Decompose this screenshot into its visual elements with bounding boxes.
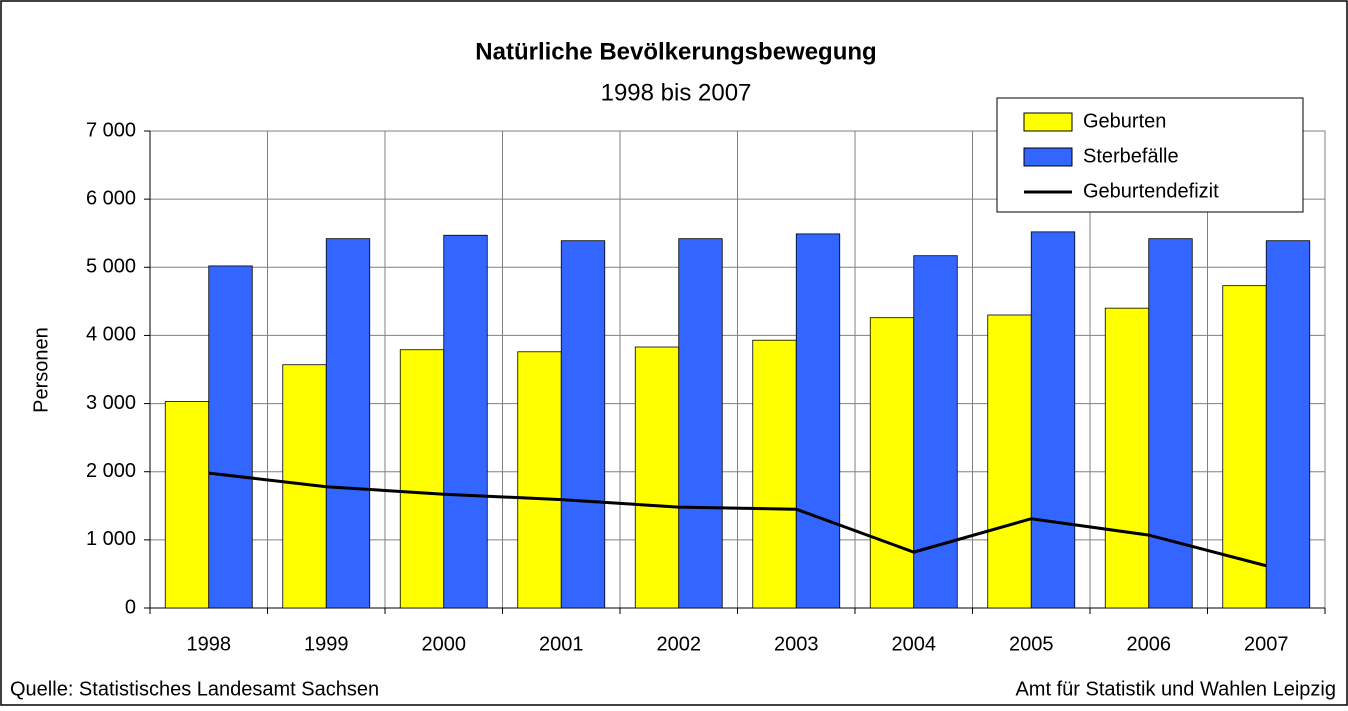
bar [1030,231,1076,609]
bar [678,238,723,609]
bar [517,351,562,609]
credit: Amt für Statistik und Wahlen Leipzig [1015,678,1336,700]
bar [987,314,1032,609]
legend-swatch [1023,147,1073,167]
y-axis-label: Personen [30,327,52,413]
x-tick-label: 1999 [304,633,349,655]
x-tick-label: 2004 [892,633,937,655]
bar [1104,307,1150,609]
bar [1148,238,1193,609]
legend-label: Geburtendefizit [1083,180,1219,202]
source: Quelle: Statistisches Landesamt Sachsen [10,678,379,700]
bar [795,233,841,609]
y-tick-label: 3 000 [86,392,136,414]
bar [443,234,488,609]
x-tick-label: 2007 [1244,633,1289,655]
y-tick-label: 2 000 [86,460,136,482]
legend-swatch [1023,112,1073,132]
x-tick-label: 2005 [1009,633,1054,655]
bar [208,265,253,609]
bar [869,317,915,609]
y-tick-label: 7 000 [86,119,136,141]
x-tick-label: 2006 [1127,633,1172,655]
chart-subtitle: 1998 bis 2007 [601,79,752,106]
y-tick-label: 0 [125,596,136,618]
bar [560,240,606,609]
bar [634,346,680,609]
legend-label: Geburten [1083,110,1166,132]
bar [1265,240,1311,609]
x-tick-label: 2000 [422,633,467,655]
bar [164,401,210,609]
bar [913,255,958,609]
line [208,471,1267,568]
x-tick-label: 2003 [774,633,819,655]
y-tick-label: 5 000 [86,256,136,278]
x-tick-label: 2002 [657,633,702,655]
bar [399,349,445,609]
x-tick-label: 1998 [187,633,232,655]
chart-title: Natürliche Bevölkerungsbewegung [475,38,876,65]
y-tick-label: 6 000 [86,187,136,209]
bar [1222,285,1267,609]
y-tick-label: 1 000 [86,528,136,550]
x-tick-label: 2001 [539,633,584,655]
y-tick-label: 4 000 [86,324,136,346]
bar [325,238,371,609]
legend-label: Sterbefälle [1083,145,1179,167]
bar [752,339,797,609]
